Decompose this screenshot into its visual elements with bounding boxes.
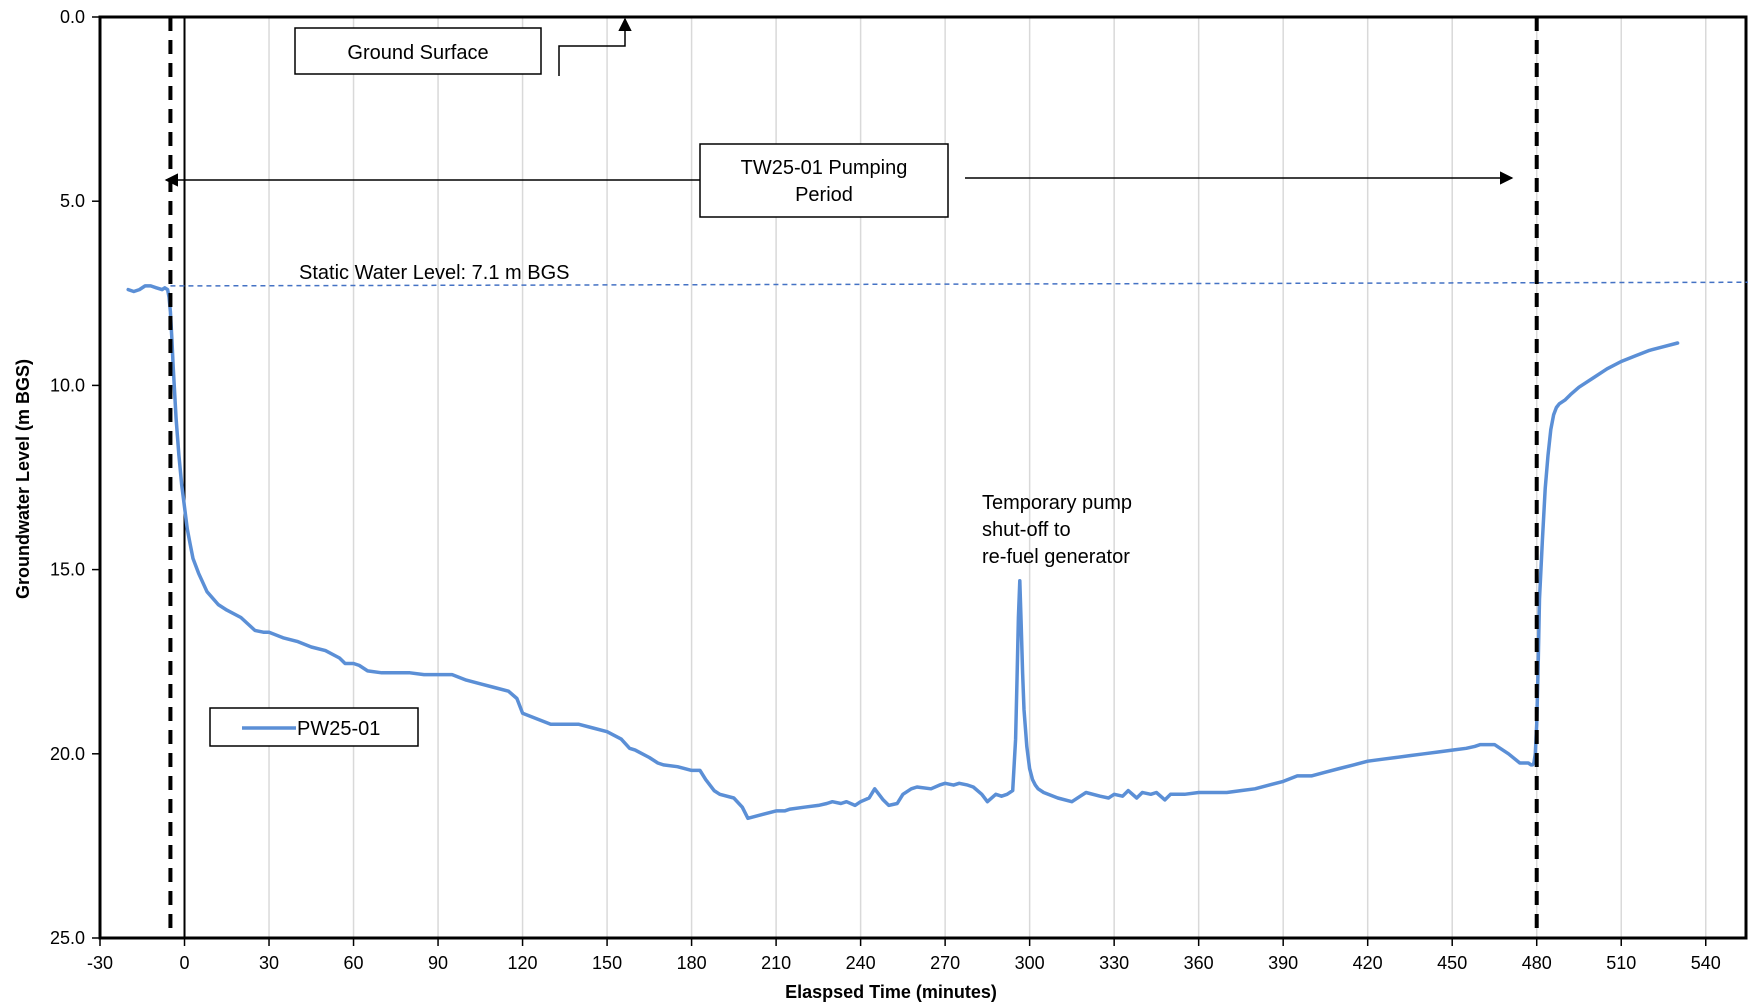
x-tick-label: 210 xyxy=(761,953,791,973)
x-tick-label: -30 xyxy=(87,953,113,973)
series-line-pw25-01 xyxy=(126,284,1680,821)
y-tick-label: 5.0 xyxy=(60,191,85,211)
ground-surface-box xyxy=(294,27,542,75)
legend-label-pw25-01: PW25-01 xyxy=(297,718,380,740)
series-layer xyxy=(126,284,1680,821)
x-tick-label: 540 xyxy=(1691,953,1721,973)
ground-surface-label: Ground Surface xyxy=(347,42,488,64)
x-tick-label: 60 xyxy=(344,953,364,973)
static-water-level-line xyxy=(170,281,1748,287)
pump-shutoff-line1: Temporary pump xyxy=(982,492,1132,514)
x-tick-label: 0 xyxy=(180,953,190,973)
static-water-level-label: Static Water Level: 7.1 m BGS xyxy=(299,262,569,284)
pump-shutoff-line2: shut-off to xyxy=(982,519,1071,541)
x-tick-label: 120 xyxy=(508,953,538,973)
y-tick-label: 10.0 xyxy=(50,375,85,395)
pump-shutoff-annotation: Temporary pump shut-off to re-fuel gener… xyxy=(982,492,1132,568)
y-tick-label: 20.0 xyxy=(50,744,85,764)
x-axis-tick-labels: -30 0 30 60 90 120 150 180 210 240 270 300 330 360 390… xyxy=(87,953,1721,973)
pump-shutoff-line3: re-fuel generator xyxy=(982,546,1130,568)
pumping-period-label-line2: Period xyxy=(795,184,853,206)
x-tick-label: 330 xyxy=(1099,953,1129,973)
y-tick-label: 0.0 xyxy=(60,7,85,27)
pumping-period-box xyxy=(699,143,949,218)
x-tick-label: 180 xyxy=(677,953,707,973)
x-tick-label: 270 xyxy=(930,953,960,973)
y-axis-tick-labels: 0.0 5.0 10.0 15.0 20.0 25.0 xyxy=(50,7,100,948)
y-tick-label: 25.0 xyxy=(50,928,85,948)
pumping-period-annotation: TW25-01 Pumping Period xyxy=(164,143,1514,218)
x-tick-label: 90 xyxy=(428,953,448,973)
legend: PW25-01 xyxy=(209,707,419,747)
ground-surface-arrow xyxy=(558,17,632,76)
x-tick-label: 300 xyxy=(1015,953,1045,973)
pumping-period-label-line1: TW25-01 Pumping xyxy=(741,157,908,179)
x-tick-label: 150 xyxy=(592,953,622,973)
x-tick-label: 390 xyxy=(1268,953,1298,973)
x-tick-label: 240 xyxy=(846,953,876,973)
x-axis-title: Elaspsed Time (minutes) xyxy=(785,982,997,1002)
x-tick-label: 30 xyxy=(259,953,279,973)
plot-area xyxy=(98,15,1748,940)
x-tick-label: 480 xyxy=(1522,953,1552,973)
x-tick-label: 360 xyxy=(1184,953,1214,973)
y-tick-label: 15.0 xyxy=(50,560,85,580)
x-tick-label: 420 xyxy=(1353,953,1383,973)
ground-surface-annotation: Ground Surface xyxy=(294,17,632,76)
x-tick-label: 450 xyxy=(1437,953,1467,973)
y-axis-title: Groundwater Level (m BGS) xyxy=(13,359,33,599)
x-tick-label: 510 xyxy=(1606,953,1636,973)
